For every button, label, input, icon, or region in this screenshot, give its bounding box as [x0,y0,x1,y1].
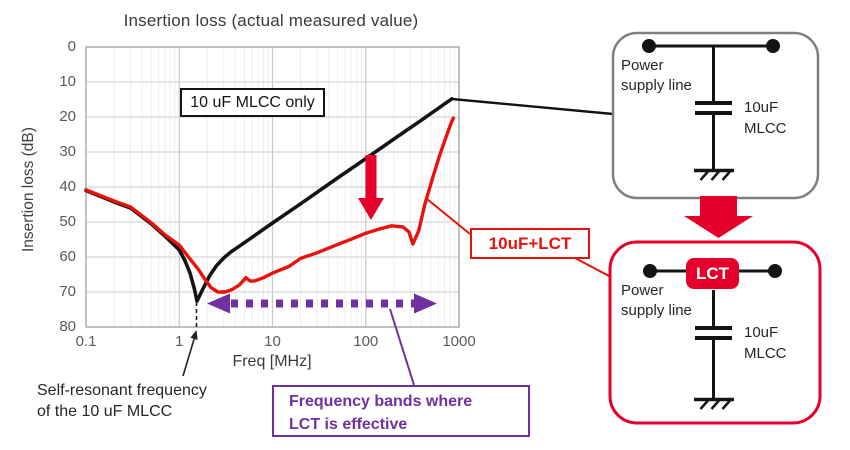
top-power-supply-label: Power supply line [621,56,692,96]
x-tick-label: 1 [175,333,184,350]
mlcc-plus-lct-curve [84,116,456,294]
ground-hatch-icon [721,170,731,181]
ground-hatch-icon [699,170,709,181]
effective-band-line2: LCT is effective [289,416,408,433]
chart-title: Insertion loss (actual measured value) [123,11,419,30]
ground-hatch-icon [710,170,720,181]
effective-band-right-arrowhead-icon [414,293,437,314]
y-tick-label: 80 [59,318,76,335]
lct-badge: LCT [686,258,739,289]
black-curve-to-circuit-line [451,97,614,116]
y-tick-label: 60 [59,248,76,265]
bottom-cap-label: 10uF MLCC [744,322,787,364]
y-tick-label: 30 [59,143,76,160]
x-tick-label: 1000 [442,333,476,350]
circuit-mlcc-only [611,31,820,200]
y-tick-label: 20 [59,108,76,125]
bottom-power-line2: supply line [621,302,692,319]
circuit-transition-arrow-icon [684,196,753,238]
self-resonant-arrowhead-icon [190,330,198,340]
ground-hatch-icon [710,399,720,410]
circuit-mlcc-plus-lct [608,240,822,425]
circuit-box-red [608,240,822,425]
y-tick-label: 70 [59,283,76,300]
bottom-power-supply-label: Power supply line [621,281,692,321]
effective-band-line1: Frequency bands where [289,393,473,410]
self-resonant-note-line1: Self-resonant frequency [37,382,207,399]
y-tick-label: 50 [59,213,76,230]
x-tick-label: 10 [264,333,281,350]
terminal-dot-icon [768,264,782,278]
self-resonant-note-line2: of the 10 uF MLCC [37,403,173,420]
improvement-down-arrow-icon [358,155,384,220]
x-tick-label: 100 [353,333,379,350]
self-resonant-pointer-line [182,335,196,377]
plot-border [85,46,460,328]
ground-hatch-icon [721,399,731,410]
self-resonant-note: Self-resonant frequency of the 10 uF MLC… [37,380,207,422]
label-to-circuit-line [574,257,612,278]
bottom-cap-line2: MLCC [744,345,787,362]
y-tick-label: 40 [59,178,76,195]
top-power-line1: Power [621,57,664,74]
bottom-cap-line1: 10uF [744,324,779,341]
effective-band-callout-line [389,308,415,386]
bottom-power-line1: Power [621,282,664,299]
top-power-line2: supply line [621,77,692,94]
y-tick-label: 10 [59,73,76,90]
x-axis-label: Freq [MHz] [232,353,312,370]
mlcc-only-curve [84,97,454,303]
terminal-dot-icon [766,39,780,53]
y-axis-label: Insertion loss (dB) [20,127,37,253]
y-tick-label: 0 [67,38,76,55]
effective-band-left-arrowhead-icon [207,293,230,314]
terminal-dot-icon [643,264,657,278]
mlcc-only-callout: 10 uF MLCC only [180,88,325,117]
x-tick-label: 0.1 [75,333,97,350]
terminal-dot-icon [642,39,656,53]
effective-band-callout: Frequency bands where LCT is effective [272,385,530,437]
lct-curve-callout: 10uF+LCT [470,228,590,259]
top-cap-line1: 10uF [744,99,779,116]
top-cap-label: 10uF MLCC [744,97,787,139]
top-cap-line2: MLCC [744,120,787,137]
red-curve-to-label-line [426,198,471,235]
ground-hatch-icon [699,399,709,410]
